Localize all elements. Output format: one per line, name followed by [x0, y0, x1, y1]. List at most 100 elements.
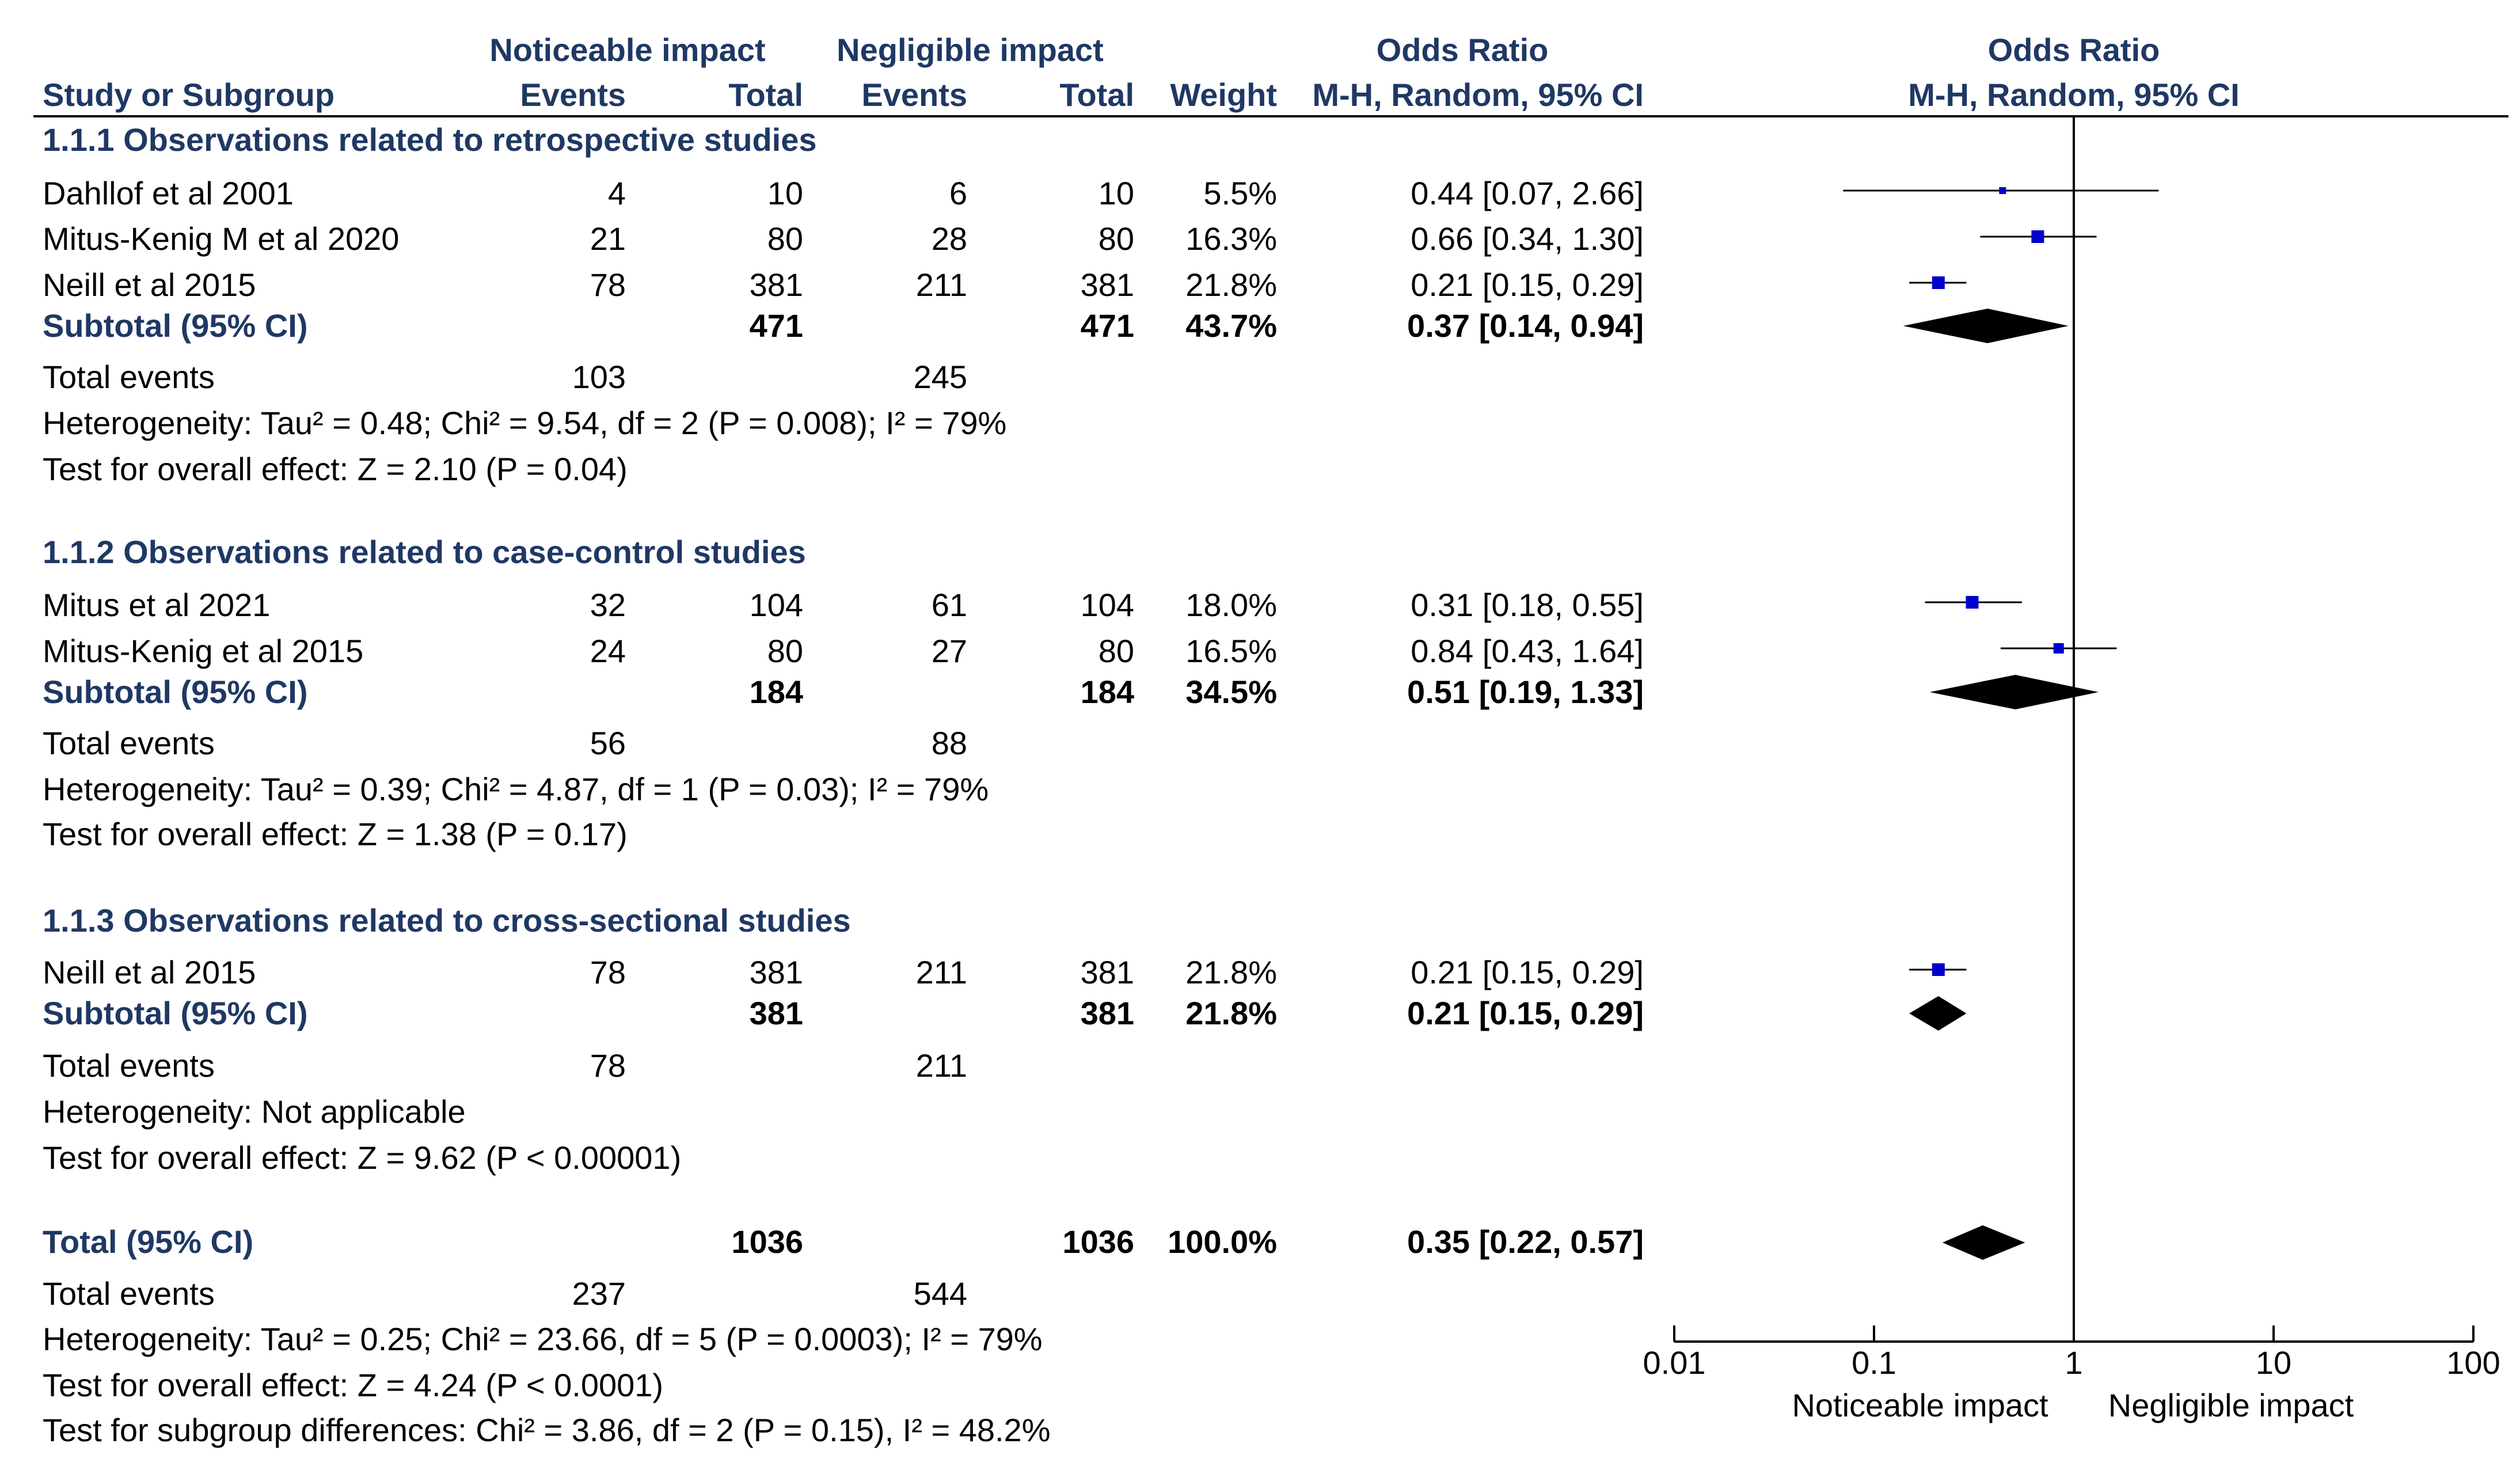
point-estimate-square	[2053, 643, 2064, 654]
study-row: Mitus et al 2021 32 104 61 104 18.0% 0.3…	[43, 587, 1644, 623]
heterogeneity-text: Heterogeneity: Not applicable	[43, 1093, 466, 1130]
study-name: Dahllof et al 2001	[43, 175, 294, 211]
pooled-estimate-diamond	[1903, 309, 2069, 343]
overall-total-row: Total (95% CI) 1036 1036 100.0% 0.35 [0.…	[43, 1224, 1644, 1260]
g1-total: 1036	[731, 1224, 803, 1260]
study-row: Mitus-Kenig et al 2015 24 80 27 80 16.5%…	[43, 633, 1644, 669]
g2-total: 471	[1081, 307, 1134, 344]
weight-value: 21.8%	[1185, 995, 1277, 1031]
g2-total: 381	[1081, 267, 1134, 303]
g2-events: 211	[916, 1047, 967, 1084]
pooled-estimate-diamond	[1942, 1225, 2025, 1260]
study-name: Neill et al 2015	[43, 267, 256, 303]
x-axis-tick-label: 0.1	[1852, 1344, 1896, 1381]
g2-total: 104	[1081, 587, 1134, 623]
g1-events: 32	[590, 587, 626, 623]
g1-events: 78	[590, 267, 626, 303]
weight-header: Weight	[1170, 77, 1277, 113]
weight-value: 34.5%	[1185, 674, 1277, 710]
point-estimate-square	[1932, 963, 1945, 976]
ci-value: 0.21 [0.15, 0.29]	[1407, 995, 1644, 1031]
overall-effect-text: Test for overall effect: Z = 2.10 (P = 0…	[43, 451, 628, 487]
total-events-row: Total events 78 211	[43, 1047, 967, 1084]
subtotal-label: Subtotal (95% CI)	[43, 307, 307, 344]
weight-value: 16.5%	[1185, 633, 1277, 669]
x-axis-tick-label: 10	[2256, 1344, 2291, 1381]
weight-value: 18.0%	[1185, 587, 1277, 623]
g1-total: 381	[750, 267, 803, 303]
g2-total: 184	[1081, 674, 1134, 710]
total-events-row: Total events 56 88	[43, 725, 967, 761]
pooled-estimate-diamond	[1929, 675, 2099, 709]
g1-events: 4	[608, 175, 626, 211]
total-events-label: Total events	[43, 1275, 215, 1312]
g2-events: 211	[916, 267, 967, 303]
x-axis: 0.01 0.1 1 10 100	[1643, 1325, 2500, 1381]
g2-total: 381	[1081, 954, 1134, 990]
subgroup-title: 1.1.1 Observations related to retrospect…	[43, 121, 817, 158]
g1-events: 78	[590, 954, 626, 990]
study-row: Neill et al 2015 78 381 211 381 21.8% 0.…	[43, 267, 1644, 303]
ci-value: 0.66 [0.34, 1.30]	[1411, 221, 1644, 257]
g2-total: 381	[1081, 995, 1134, 1031]
study-name: Neill et al 2015	[43, 954, 256, 990]
g1-total: 381	[750, 995, 803, 1031]
g1-total: 104	[750, 587, 803, 623]
subgroup-title: 1.1.3 Observations related to cross-sect…	[43, 902, 851, 939]
ci-value: 0.35 [0.22, 0.57]	[1407, 1224, 1644, 1260]
g1-total-header: Total	[728, 77, 803, 113]
g1-events: 78	[590, 1047, 626, 1084]
point-estimate-square	[2031, 230, 2044, 243]
point-estimate-square	[1932, 276, 1945, 289]
heterogeneity-text: Heterogeneity: Tau² = 0.39; Chi² = 4.87,…	[43, 771, 989, 807]
g1-total: 80	[767, 221, 803, 257]
g1-events: 103	[572, 359, 626, 395]
g2-events: 61	[932, 587, 967, 623]
g1-events: 21	[590, 221, 626, 257]
g1-events: 24	[590, 633, 626, 669]
heterogeneity-text: Heterogeneity: Tau² = 0.48; Chi² = 9.54,…	[43, 405, 1006, 441]
total-label: Total (95% CI)	[43, 1224, 253, 1260]
overall-effect-text: Test for overall effect: Z = 4.24 (P < 0…	[43, 1367, 663, 1403]
weight-value: 100.0%	[1168, 1224, 1277, 1260]
g1-events: 237	[572, 1275, 626, 1312]
subtotal-row: Subtotal (95% CI) 471 471 43.7% 0.37 [0.…	[43, 307, 1644, 344]
axis-right-label: Negligible impact	[2108, 1387, 2354, 1423]
plot-marks	[1843, 187, 2159, 1260]
total-events-label: Total events	[43, 1047, 215, 1084]
subtotal-label: Subtotal (95% CI)	[43, 674, 307, 710]
study-row: Neill et al 2015 78 381 211 381 21.8% 0.…	[43, 954, 1644, 990]
study-name: Mitus-Kenig M et al 2020	[43, 221, 399, 257]
point-estimate-square	[1999, 187, 2006, 194]
g1-events-header: Events	[520, 77, 626, 113]
g1-events: 56	[590, 725, 626, 761]
subtotal-row: Subtotal (95% CI) 381 381 21.8% 0.21 [0.…	[43, 995, 1644, 1031]
g1-total: 381	[750, 954, 803, 990]
point-estimate-square	[1966, 596, 1979, 609]
g2-total-header: Total	[1059, 77, 1134, 113]
g2-total: 1036	[1062, 1224, 1134, 1260]
g1-total: 184	[750, 674, 803, 710]
weight-value: 21.8%	[1185, 954, 1277, 990]
g2-events: 211	[916, 954, 967, 990]
heterogeneity-text: Heterogeneity: Tau² = 0.25; Chi² = 23.66…	[43, 1321, 1043, 1357]
total-events-label: Total events	[43, 725, 215, 761]
pooled-estimate-diamond	[1909, 996, 1967, 1031]
g2-events: 28	[932, 221, 967, 257]
odds-ratio-header: Odds Ratio	[1377, 32, 1549, 68]
group1-header: Noticeable impact	[489, 32, 765, 68]
ci-value: 0.37 [0.14, 0.94]	[1407, 307, 1644, 344]
method-header: M-H, Random, 95% CI	[1312, 77, 1644, 113]
subtotal-label: Subtotal (95% CI)	[43, 995, 307, 1031]
study-row: Dahllof et al 2001 4 10 6 10 5.5% 0.44 […	[43, 175, 1644, 211]
weight-value: 16.3%	[1185, 221, 1277, 257]
overall-effect-text: Test for overall effect: Z = 1.38 (P = 0…	[43, 816, 628, 852]
plot-odds-ratio-header: Odds Ratio	[1988, 32, 2160, 68]
study-name: Mitus et al 2021	[43, 587, 270, 623]
ci-value: 0.21 [0.15, 0.29]	[1411, 954, 1644, 990]
ci-value: 0.31 [0.18, 0.55]	[1411, 587, 1644, 623]
weight-value: 5.5%	[1203, 175, 1277, 211]
x-axis-tick-label: 1	[2065, 1344, 2082, 1381]
ci-value: 0.51 [0.19, 1.33]	[1407, 674, 1644, 710]
